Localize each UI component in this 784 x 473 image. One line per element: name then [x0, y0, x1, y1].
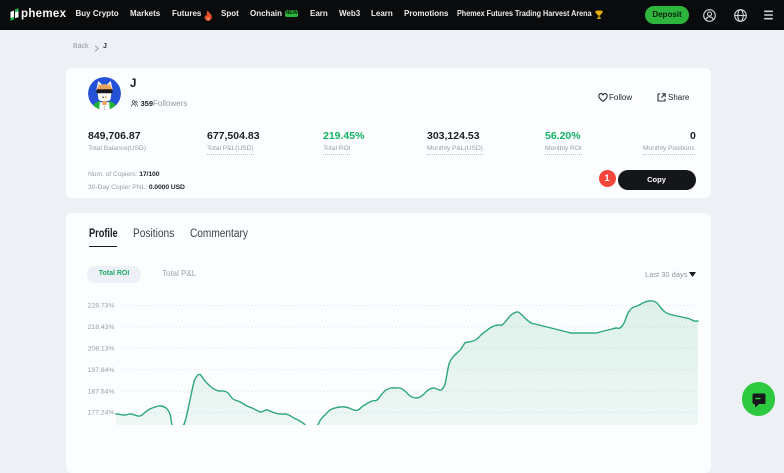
svg-text:187.54%: 187.54% [88, 388, 115, 395]
svg-text:177.24%: 177.24% [88, 410, 115, 417]
svg-text:218.43%: 218.43% [88, 324, 115, 331]
svg-text:228.73%: 228.73% [88, 303, 115, 310]
svg-text:197.84%: 197.84% [88, 367, 115, 374]
svg-text:208.13%: 208.13% [88, 346, 115, 353]
